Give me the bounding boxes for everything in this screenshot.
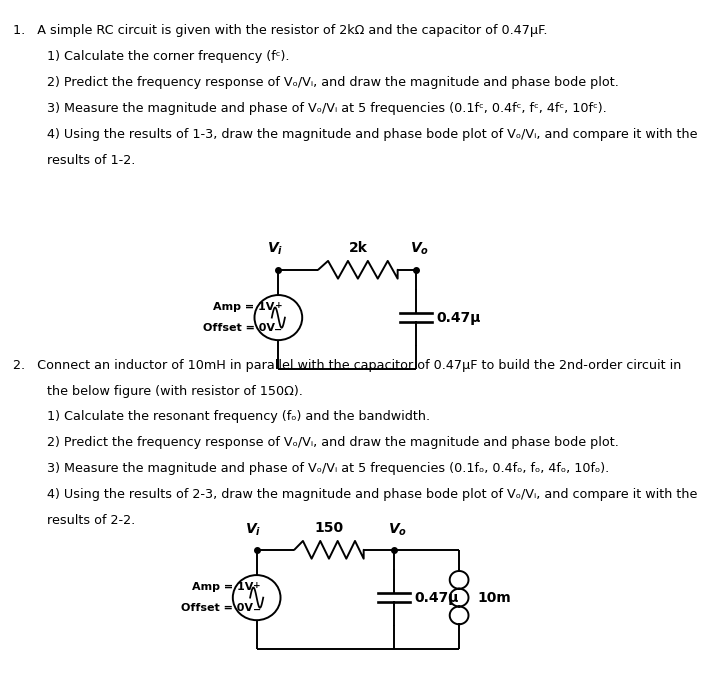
Text: 2) Predict the frequency response of Vₒ/Vᵢ, and draw the magnitude and phase bod: 2) Predict the frequency response of Vₒ/… [47, 76, 619, 89]
Text: 150: 150 [315, 521, 343, 535]
Text: +: + [275, 301, 282, 309]
Text: Offset = 0V: Offset = 0V [202, 323, 275, 333]
Text: $\bfit{V_i}$: $\bfit{V_i}$ [245, 521, 261, 538]
Text: 0.47μ: 0.47μ [436, 311, 480, 324]
Text: $\bfit{V_i}$: $\bfit{V_i}$ [267, 241, 283, 257]
Text: results of 2-2.: results of 2-2. [47, 514, 135, 527]
Text: +: + [253, 581, 260, 589]
Text: 2.   Connect an inductor of 10mH in parallel with the capacitor of 0.47μF to bui: 2. Connect an inductor of 10mH in parall… [13, 359, 681, 372]
Text: $\bfit{V_o}$: $\bfit{V_o}$ [388, 521, 407, 538]
Text: Amp = 1V: Amp = 1V [213, 303, 275, 312]
Text: 3) Measure the magnitude and phase of Vₒ/Vᵢ at 5 frequencies (0.1fₒ, 0.4fₒ, fₒ, : 3) Measure the magnitude and phase of Vₒ… [47, 462, 609, 475]
Text: 10m: 10m [477, 591, 511, 604]
Text: 4) Using the results of 1-3, draw the magnitude and phase bode plot of Vₒ/Vᵢ, an: 4) Using the results of 1-3, draw the ma… [47, 128, 698, 141]
Text: 2k: 2k [348, 241, 367, 255]
Text: results of 1-2.: results of 1-2. [47, 154, 135, 167]
Text: Offset = 0V: Offset = 0V [181, 603, 253, 613]
Text: 4) Using the results of 2-3, draw the magnitude and phase bode plot of Vₒ/Vᵢ, an: 4) Using the results of 2-3, draw the ma… [47, 488, 698, 501]
Text: −: − [274, 325, 283, 335]
Text: the below figure (with resistor of 150Ω).: the below figure (with resistor of 150Ω)… [47, 385, 303, 398]
Text: $\bfit{V_o}$: $\bfit{V_o}$ [410, 241, 429, 257]
Text: 1) Calculate the corner frequency (fᶜ).: 1) Calculate the corner frequency (fᶜ). [47, 50, 289, 63]
Text: 0.47μ: 0.47μ [414, 591, 458, 604]
Text: 2) Predict the frequency response of Vₒ/Vᵢ, and draw the magnitude and phase bod: 2) Predict the frequency response of Vₒ/… [47, 436, 619, 449]
Text: 1.   A simple RC circuit is given with the resistor of 2kΩ and the capacitor of : 1. A simple RC circuit is given with the… [13, 24, 547, 37]
Text: Amp = 1V: Amp = 1V [192, 583, 253, 592]
Text: −: − [252, 605, 261, 615]
Text: 3) Measure the magnitude and phase of Vₒ/Vᵢ at 5 frequencies (0.1fᶜ, 0.4fᶜ, fᶜ, : 3) Measure the magnitude and phase of Vₒ… [47, 102, 607, 115]
Text: 1) Calculate the resonant frequency (fₒ) and the bandwidth.: 1) Calculate the resonant frequency (fₒ)… [47, 410, 430, 423]
